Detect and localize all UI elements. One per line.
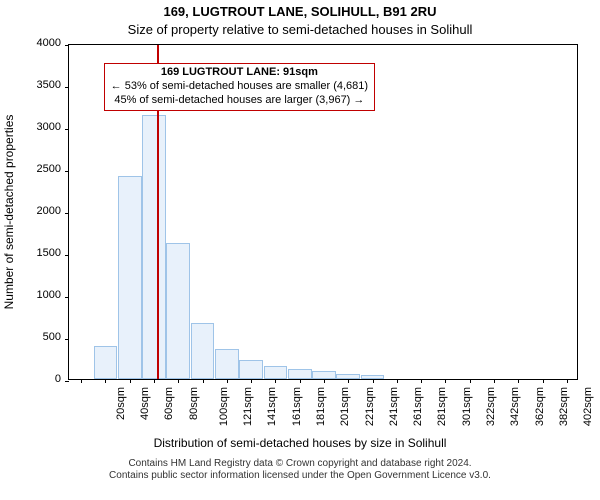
x-tick-label: 261sqm <box>410 387 424 426</box>
y-tick-label: 4000 <box>37 37 69 49</box>
histogram-bar <box>312 371 336 379</box>
histogram-bar <box>94 346 118 379</box>
x-tick-label: 402sqm <box>580 387 594 426</box>
y-tick-label: 500 <box>43 331 69 343</box>
y-axis-label: Number of semi-detached properties <box>2 115 16 310</box>
annotation-line: 45% of semi-detached houses are larger (… <box>111 94 368 108</box>
y-tick-label: 1500 <box>37 247 69 259</box>
x-tick-label: 281sqm <box>434 387 448 426</box>
footer-line-2: Contains public sector information licen… <box>0 470 600 482</box>
annotation-box: 169 LUGTROUT LANE: 91sqm← 53% of semi-de… <box>104 63 375 110</box>
x-tick-label: 221sqm <box>362 387 376 426</box>
plot-area: 0500100015002000250030003500400020sqm40s… <box>68 44 578 380</box>
histogram-bar <box>191 323 215 379</box>
y-tick-label: 0 <box>55 373 69 385</box>
x-tick-label: 382sqm <box>556 387 570 426</box>
chart-title-address: 169, LUGTROUT LANE, SOLIHULL, B91 2RU <box>0 4 600 19</box>
y-tick-label: 3000 <box>37 121 69 133</box>
annotation-line: ← 53% of semi-detached houses are smalle… <box>111 80 368 94</box>
chart-container: 169, LUGTROUT LANE, SOLIHULL, B91 2RU Si… <box>0 0 600 500</box>
x-tick-label: 20sqm <box>113 387 127 420</box>
x-tick-label: 60sqm <box>161 387 175 420</box>
y-tick-label: 1000 <box>37 289 69 301</box>
y-tick-label: 2500 <box>37 163 69 175</box>
x-tick-label: 100sqm <box>216 387 230 426</box>
x-tick-label: 342sqm <box>507 387 521 426</box>
histogram-bar <box>264 366 288 379</box>
y-tick-label: 2000 <box>37 205 69 217</box>
histogram-bar <box>215 349 239 379</box>
annotation-line: 169 LUGTROUT LANE: 91sqm <box>111 66 368 80</box>
x-tick-label: 322sqm <box>483 387 497 426</box>
x-tick-label: 40sqm <box>137 387 151 420</box>
x-tick-label: 181sqm <box>313 387 327 426</box>
x-axis-label: Distribution of semi-detached houses by … <box>0 436 600 450</box>
y-tick-label: 3500 <box>37 79 69 91</box>
x-tick-label: 121sqm <box>240 387 254 426</box>
histogram-bar <box>239 360 263 379</box>
x-tick-label: 362sqm <box>532 387 546 426</box>
x-tick-label: 161sqm <box>289 387 303 426</box>
histogram-bar <box>288 369 312 379</box>
histogram-bar <box>118 176 142 379</box>
x-tick-label: 141sqm <box>264 387 278 426</box>
x-tick-label: 301sqm <box>459 387 473 426</box>
chart-title-subtitle: Size of property relative to semi-detach… <box>0 22 600 37</box>
x-tick-label: 201sqm <box>337 387 351 426</box>
histogram-bar <box>361 375 385 379</box>
histogram-bar <box>142 115 166 379</box>
chart-footer: Contains HM Land Registry data © Crown c… <box>0 458 600 482</box>
histogram-bar <box>166 243 190 379</box>
footer-line-1: Contains HM Land Registry data © Crown c… <box>0 458 600 470</box>
x-tick-label: 80sqm <box>186 387 200 420</box>
x-tick-label: 241sqm <box>386 387 400 426</box>
histogram-bar <box>336 374 360 379</box>
